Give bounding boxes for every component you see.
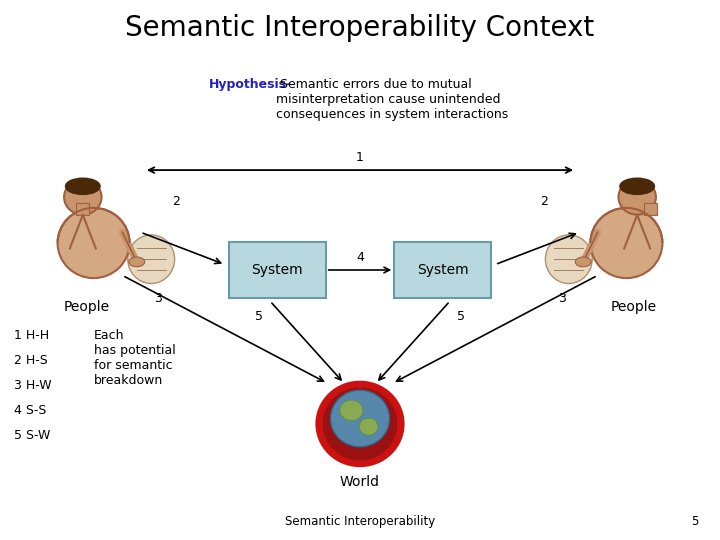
Ellipse shape — [330, 390, 390, 447]
Text: 3 H-W: 3 H-W — [14, 379, 52, 392]
Text: Each
has potential
for semantic
breakdown: Each has potential for semantic breakdow… — [94, 329, 176, 387]
Bar — [229, 241, 325, 298]
Ellipse shape — [575, 257, 591, 267]
Ellipse shape — [620, 178, 654, 194]
Ellipse shape — [618, 179, 656, 215]
Text: People: People — [63, 300, 109, 314]
Ellipse shape — [324, 389, 396, 459]
Ellipse shape — [340, 400, 363, 421]
Ellipse shape — [317, 382, 403, 465]
Text: World: World — [340, 475, 380, 489]
Ellipse shape — [546, 235, 593, 284]
Text: 5 S-W: 5 S-W — [14, 429, 51, 442]
Ellipse shape — [129, 257, 145, 267]
Text: Semantic Interoperability: Semantic Interoperability — [285, 515, 435, 528]
Text: People: People — [611, 300, 657, 314]
Ellipse shape — [64, 179, 102, 215]
Text: 4: 4 — [356, 251, 364, 264]
Text: 1: 1 — [356, 151, 364, 164]
Bar — [644, 203, 657, 215]
Ellipse shape — [66, 178, 100, 194]
Text: 4 S-S: 4 S-S — [14, 404, 47, 417]
Text: 2: 2 — [173, 195, 180, 208]
Bar — [395, 241, 491, 298]
Text: 2: 2 — [540, 195, 547, 208]
Text: Semantic Interoperability Context: Semantic Interoperability Context — [125, 14, 595, 42]
Ellipse shape — [58, 208, 130, 278]
Text: 5: 5 — [691, 515, 698, 528]
Text: System: System — [251, 263, 303, 277]
Ellipse shape — [359, 418, 378, 435]
Text: System: System — [417, 263, 469, 277]
Text: 2 H-S: 2 H-S — [14, 354, 48, 367]
Text: 1 H-H: 1 H-H — [14, 329, 50, 342]
Text: 3: 3 — [155, 292, 162, 305]
Text: Semantic errors due to mutual
misinterpretation cause unintended
consequences in: Semantic errors due to mutual misinterpr… — [276, 78, 508, 122]
Ellipse shape — [590, 208, 662, 278]
Ellipse shape — [128, 235, 175, 284]
Text: Hypothesis-: Hypothesis- — [209, 78, 292, 91]
Text: 5: 5 — [456, 309, 465, 322]
Bar — [76, 203, 89, 215]
Text: 3: 3 — [558, 292, 565, 305]
Text: 5: 5 — [255, 309, 264, 322]
